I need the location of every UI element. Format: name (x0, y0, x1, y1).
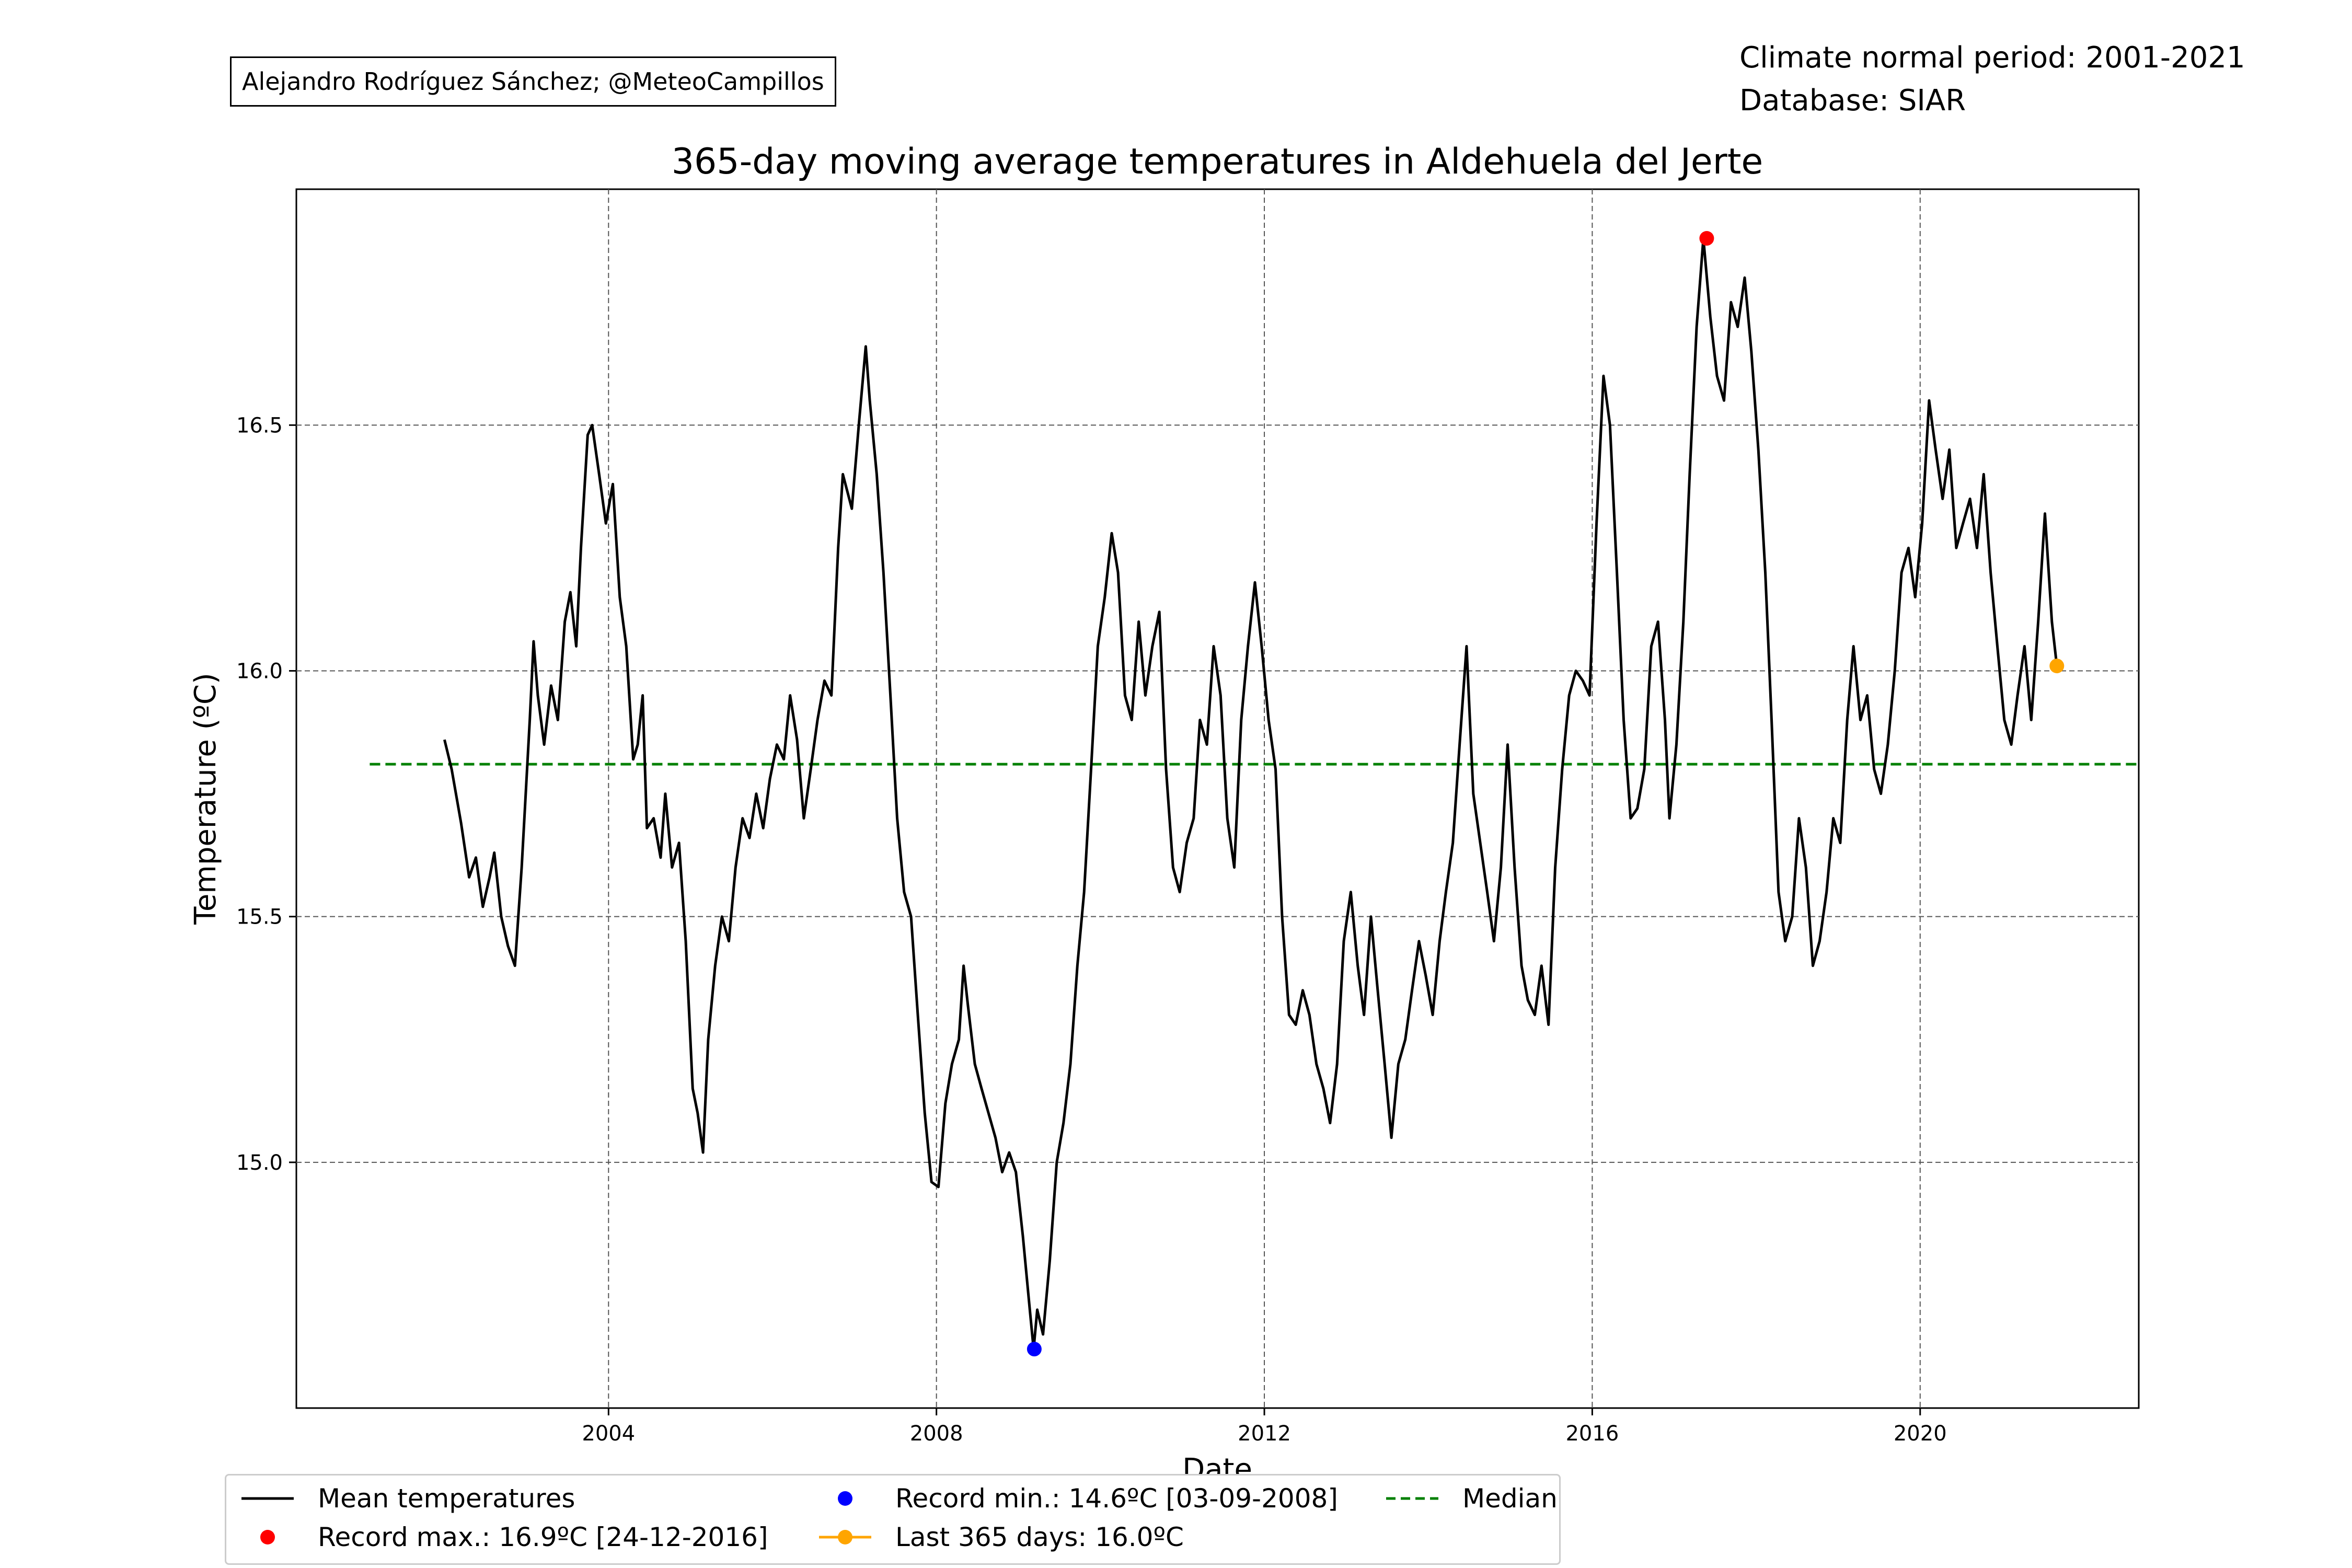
y-tick-label: 16.0 (236, 660, 283, 684)
chart-title: 365-day moving average temperatures in A… (672, 141, 1763, 182)
x-tick-label: 2020 (1894, 1422, 1947, 1446)
legend-label-last: Last 365 days: 16.0ºC (895, 1522, 1184, 1552)
legend-red-dot-swatch (260, 1530, 275, 1544)
y-tick-label: 15.5 (236, 905, 283, 929)
climate-period-text: Climate normal period: 2001-2021 (1739, 41, 2245, 75)
record-min-point (1027, 1342, 1042, 1357)
mean-temperature-line (443, 237, 2058, 1351)
legend-dashed-swatch (1386, 1497, 1438, 1500)
credit-box: Alejandro Rodríguez Sánchez; @MeteoCampi… (230, 56, 836, 107)
record-max-point (1699, 231, 1714, 246)
y-axis-label: Temperature (ºC) (189, 673, 223, 925)
x-tick-label: 2012 (1238, 1422, 1291, 1446)
x-tick-label: 2004 (582, 1422, 635, 1446)
legend-line-swatch (241, 1497, 294, 1500)
legend-label-median: Median (1462, 1483, 1558, 1514)
database-text: Database: SIAR (1739, 84, 1966, 118)
legend-label-record-max: Record max.: 16.9ºC [24-12-2016] (318, 1522, 768, 1552)
credit-text: Alejandro Rodríguez Sánchez; @MeteoCampi… (242, 67, 824, 96)
y-tick-label: 15.0 (236, 1151, 283, 1175)
x-tick-label: 2016 (1565, 1422, 1619, 1446)
y-tick-label: 16.5 (236, 413, 283, 437)
last-365-days-point (2049, 659, 2065, 674)
legend-label-mean: Mean temperatures (318, 1483, 575, 1514)
legend-orange-swatch (819, 1530, 871, 1544)
legend-label-record-min: Record min.: 14.6ºC [03-09-2008] (895, 1483, 1338, 1514)
plot-frame (295, 188, 2140, 1409)
legend-blue-dot-swatch (838, 1491, 852, 1506)
legend: Mean temperatures Record max.: 16.9ºC [2… (225, 1474, 1561, 1565)
x-tick-label: 2008 (910, 1422, 963, 1446)
